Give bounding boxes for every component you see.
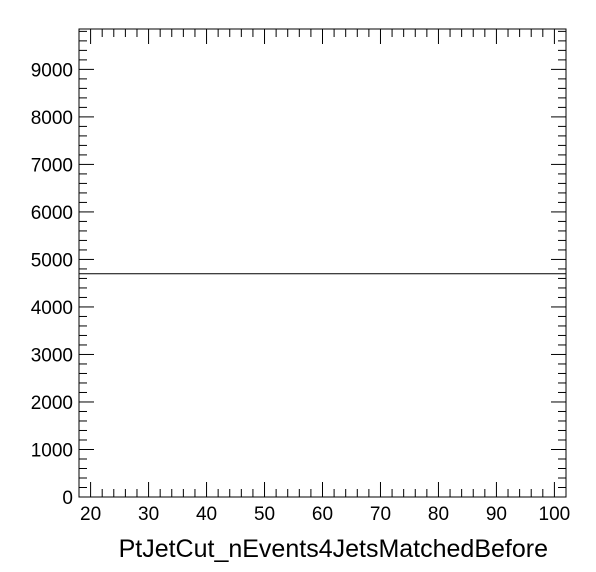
x-tick-label: 50: [254, 504, 275, 525]
y-tick-label: 2000: [31, 393, 73, 414]
y-tick-label: 1000: [31, 440, 73, 461]
x-tick-label: 30: [138, 504, 159, 525]
x-tick-label: 100: [539, 504, 571, 525]
y-tick-label: 7000: [31, 155, 73, 176]
x-tick-label: 60: [312, 504, 333, 525]
y-tick-label: 4000: [31, 298, 73, 319]
x-tick-label: 20: [80, 504, 101, 525]
x-tick-labels: 20 30 40 50 60 70 80 90 100: [80, 504, 570, 525]
y-tick-label: 8000: [31, 108, 73, 129]
x-tick-label: 40: [196, 504, 217, 525]
y-tick-label: 0: [62, 488, 73, 509]
y-tick-labels: 0 1000 2000 3000 4000 5000 6000 7000 8000 9000: [31, 60, 73, 509]
x-tick-label: 80: [428, 504, 449, 525]
y-tick-label: 3000: [31, 345, 73, 366]
y-tick-label: 9000: [31, 60, 73, 81]
plot-frame: [78, 28, 567, 498]
x-axis-title: PtJetCut_nEvents4JetsMatchedBefore: [119, 535, 548, 563]
y-tick-label: 6000: [31, 203, 73, 224]
axis-ticks: [78, 29, 567, 498]
y-tick-label: 5000: [31, 250, 73, 271]
x-tick-label: 90: [486, 504, 507, 525]
x-tick-label: 70: [370, 504, 391, 525]
